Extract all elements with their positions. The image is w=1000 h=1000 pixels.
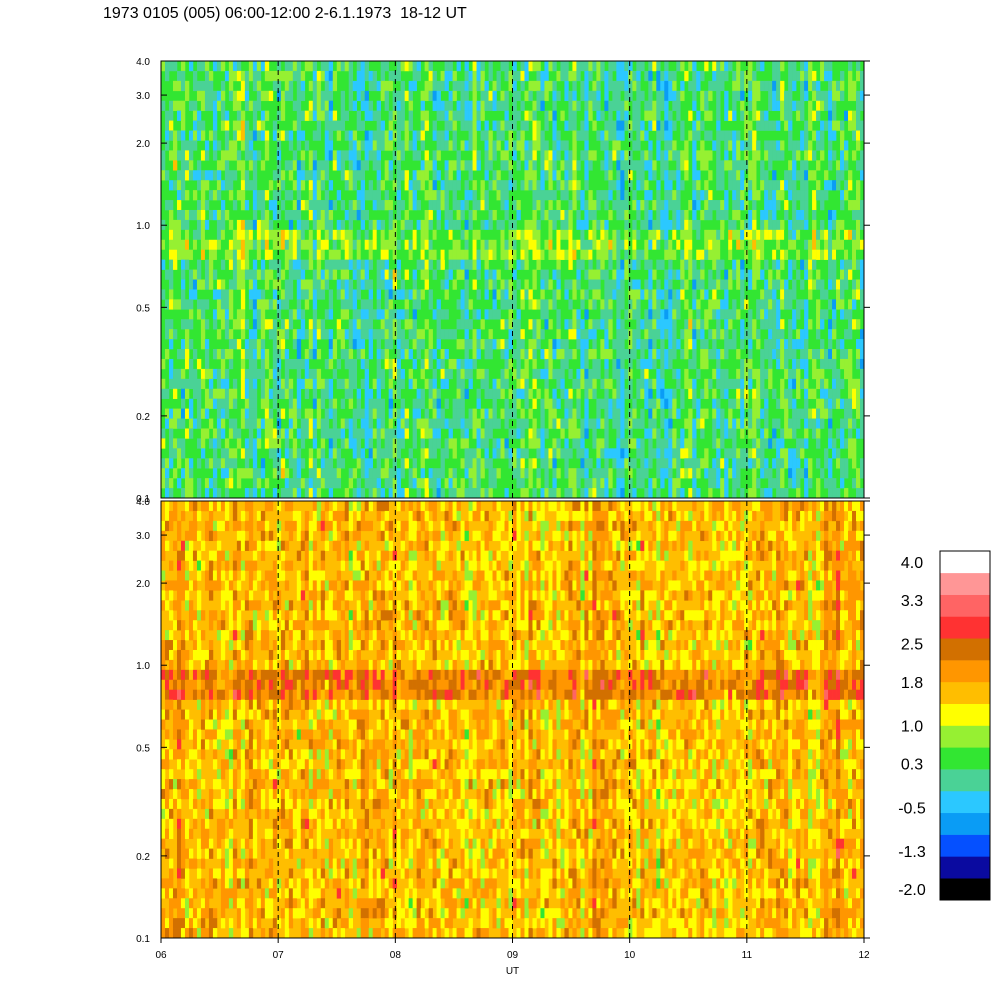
x-tick-label: 11 — [742, 950, 753, 961]
colorbar-label: 0.3 — [901, 757, 923, 774]
y-tick-label: 1.0 — [136, 661, 150, 672]
colorbar-label: -1.3 — [898, 844, 926, 861]
x-tick-label: 07 — [273, 950, 285, 961]
panel-frame — [160, 60, 865, 499]
spectrogram-panel-top: 0.1 0.2 0.5 1.0 2.0 3.0 4.0 — [136, 57, 870, 505]
colorbar-swatch — [940, 856, 990, 879]
x-axis-label: UT — [506, 966, 519, 977]
colorbar-swatch — [940, 681, 990, 704]
heatmap-cells — [161, 61, 865, 499]
y-tick-label: 0.5 — [136, 303, 150, 314]
colorbar-swatch — [940, 834, 990, 857]
y-tick-label: 0.2 — [136, 852, 150, 863]
colorbar-swatch — [940, 812, 990, 835]
colorbar-swatch — [940, 572, 990, 595]
colorbar-swatch — [940, 790, 990, 814]
x-tick-label: 06 — [155, 950, 167, 961]
x-tick-label: 09 — [507, 950, 519, 961]
colorbar-swatch — [940, 878, 990, 901]
x-tick-label: 12 — [858, 950, 870, 961]
y-tick-label: 0.1 — [136, 494, 150, 505]
chart-title: 1973 0105 (005) 06:00-12:00 2-6.1.1973 1… — [103, 5, 467, 22]
colorbar-frame — [939, 550, 991, 901]
colorbar-label: 1.8 — [901, 675, 923, 692]
y-tick-label: 4.0 — [136, 497, 150, 508]
colorbar-swatch — [940, 703, 990, 726]
y-tick-label: 2.0 — [136, 579, 150, 590]
x-tick-label: 08 — [390, 950, 402, 961]
x-tick-label: 10 — [624, 950, 636, 961]
spectrogram-panel-bottom: 0.1 0.2 0.5 1.0 2.0 3.0 4.0 06 07 08 09 10 11 12 UT — [136, 497, 870, 977]
colorbar-swatch — [940, 769, 990, 792]
y-tick-label: 3.0 — [136, 531, 150, 542]
colorbar-label: 1.0 — [901, 719, 923, 736]
y-tick-label: 0.1 — [136, 934, 150, 945]
colorbar: -2.0 -1.3 -0.5 0.3 1.0 1.8 2.5 3.3 4.0 — [898, 550, 991, 901]
y-tick-label: 3.0 — [136, 91, 150, 102]
y-tick-label: 0.5 — [136, 743, 150, 754]
colorbar-label: 4.0 — [901, 555, 923, 572]
colorbar-label: -2.0 — [898, 882, 926, 899]
colorbar-label: -0.5 — [898, 800, 926, 817]
colorbar-swatch — [940, 638, 990, 661]
colorbar-swatch — [940, 660, 990, 683]
colorbar-swatch — [940, 725, 990, 748]
y-tick-label: 4.0 — [136, 57, 150, 68]
colorbar-swatch — [940, 747, 990, 770]
y-tick-label: 0.2 — [136, 412, 150, 423]
colorbar-swatch — [940, 616, 990, 639]
colorbar-label: 3.3 — [901, 593, 923, 610]
colorbar-swatch — [940, 594, 990, 617]
colorbar-swatch — [940, 551, 990, 574]
y-tick-label: 2.0 — [136, 139, 150, 150]
heatmap-cells — [161, 501, 865, 939]
y-tick-label: 1.0 — [136, 221, 150, 232]
colorbar-label: 2.5 — [901, 637, 923, 654]
